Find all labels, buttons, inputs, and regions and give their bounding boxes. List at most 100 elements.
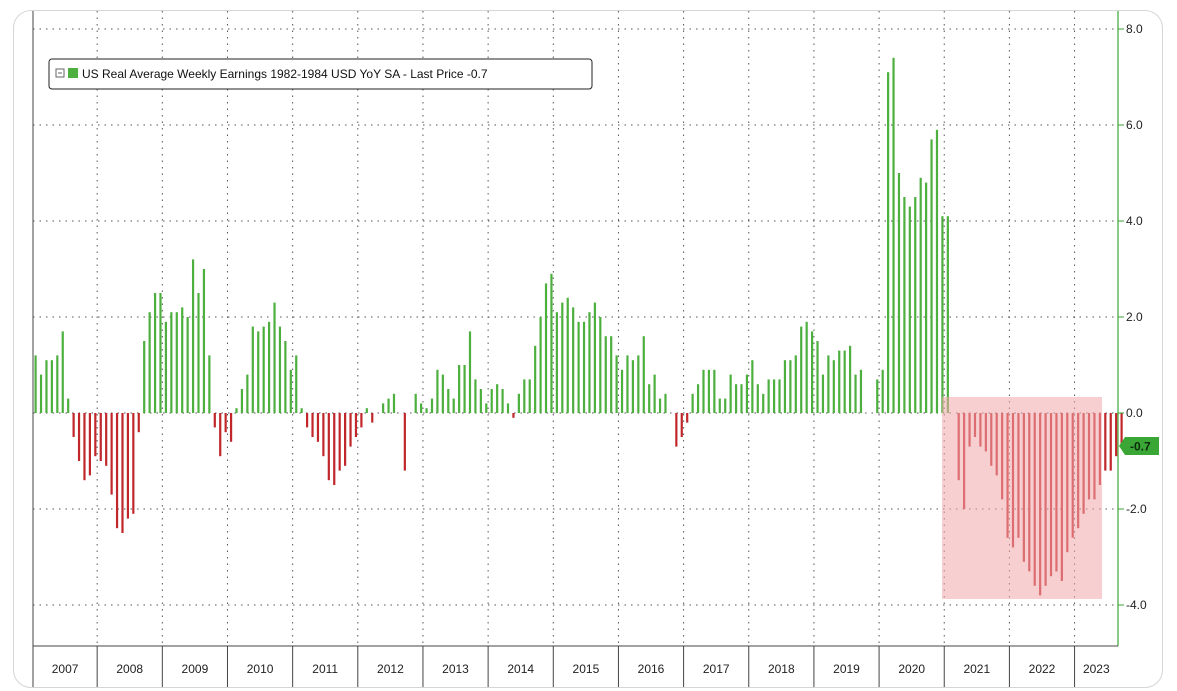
- bar: [783, 360, 787, 413]
- bar: [322, 413, 325, 457]
- bar: [474, 379, 477, 413]
- bar: [1104, 413, 1107, 471]
- bar: [349, 413, 352, 447]
- bar: [772, 379, 776, 413]
- bar: [447, 389, 450, 413]
- bar: [67, 398, 70, 413]
- bar: [186, 317, 189, 413]
- chart-svg: 8.0 6.0 4.0 2.0 0.0 -2.0 -4.0 2007 2008 2009 2010 2…: [32, 11, 1159, 687]
- bar: [148, 312, 151, 413]
- bar: [229, 413, 233, 442]
- bar: [235, 408, 238, 413]
- bar: [588, 312, 591, 413]
- xtick-label: 2008: [116, 662, 143, 676]
- bar: [115, 413, 119, 529]
- xtick-label: 2007: [52, 662, 79, 676]
- bar: [240, 389, 244, 413]
- bar: [284, 341, 287, 413]
- last-price-flag: [1119, 437, 1159, 455]
- bar: [295, 355, 298, 413]
- bar: [191, 259, 195, 413]
- bar: [686, 413, 689, 423]
- ytick-label: -2.0: [1126, 502, 1147, 516]
- bar: [615, 355, 618, 413]
- bar: [637, 355, 640, 413]
- bar: [387, 398, 390, 413]
- bar: [930, 139, 933, 413]
- bar: [707, 369, 711, 413]
- bar: [333, 413, 336, 485]
- bar: [306, 413, 309, 428]
- bar: [849, 345, 852, 413]
- bar: [881, 369, 884, 413]
- ytick-label: 8.0: [1126, 22, 1143, 36]
- xtick-label: 2011: [312, 662, 338, 676]
- bar: [1109, 413, 1112, 471]
- xtick-label: 2016: [638, 662, 665, 676]
- ytick-label: 2.0: [1126, 310, 1143, 324]
- bar: [658, 398, 662, 413]
- bar: [34, 355, 37, 413]
- bar: [143, 341, 146, 413]
- bar: [696, 384, 700, 413]
- bar: [382, 403, 385, 413]
- bar: [555, 312, 558, 413]
- bar: [224, 413, 227, 433]
- bar: [691, 393, 694, 413]
- highlight-box: [942, 397, 1102, 599]
- bar: [50, 360, 53, 413]
- xtick-label: 2014: [507, 662, 534, 676]
- bar: [105, 413, 108, 466]
- bar: [262, 326, 265, 413]
- bar: [756, 384, 759, 413]
- bar: [566, 297, 569, 413]
- bar: [941, 216, 944, 413]
- bar: [702, 369, 705, 413]
- bar: [810, 331, 814, 413]
- bar: [550, 273, 553, 413]
- bar: [724, 398, 727, 413]
- bar: [316, 413, 320, 442]
- bar: [729, 374, 732, 413]
- xtick-label: 2018: [768, 662, 795, 676]
- bar: [794, 355, 797, 413]
- bar: [45, 360, 48, 413]
- bar: [126, 413, 130, 519]
- bar: [610, 336, 613, 413]
- legend[interactable]: US Real Average Weekly Earnings 1982-198…: [48, 58, 593, 90]
- bar: [414, 393, 417, 413]
- bar: [170, 312, 173, 413]
- bar: [219, 413, 222, 457]
- bar: [767, 379, 770, 413]
- bar: [213, 413, 216, 428]
- bar: [202, 269, 206, 413]
- bar: [517, 393, 520, 413]
- bar: [77, 413, 81, 461]
- bar: [854, 374, 857, 413]
- bar: [430, 398, 434, 413]
- ytick-label: -4.0: [1126, 598, 1147, 612]
- bar: [506, 403, 510, 413]
- bar: [534, 345, 537, 413]
- bar: [675, 413, 678, 447]
- bar: [653, 374, 656, 413]
- bar: [436, 369, 439, 413]
- bar: [344, 413, 347, 466]
- bar: [648, 384, 651, 413]
- bar: [197, 293, 200, 413]
- bar: [479, 389, 482, 413]
- xtick-label: 2012: [377, 662, 404, 676]
- bar: [528, 379, 531, 413]
- bar: [631, 360, 634, 413]
- bar: [110, 413, 113, 495]
- axes: 8.0 6.0 4.0 2.0 0.0 -2.0 -4.0 2007 2008 2009 2010 2…: [32, 11, 1147, 687]
- bar: [132, 413, 135, 514]
- legend-box: [48, 58, 593, 90]
- bar: [897, 173, 901, 413]
- xtick-label: 2009: [182, 662, 209, 676]
- bar: [838, 350, 841, 413]
- bar: [680, 413, 683, 437]
- bar: [664, 393, 667, 413]
- bar: [468, 331, 472, 413]
- bar: [892, 57, 895, 414]
